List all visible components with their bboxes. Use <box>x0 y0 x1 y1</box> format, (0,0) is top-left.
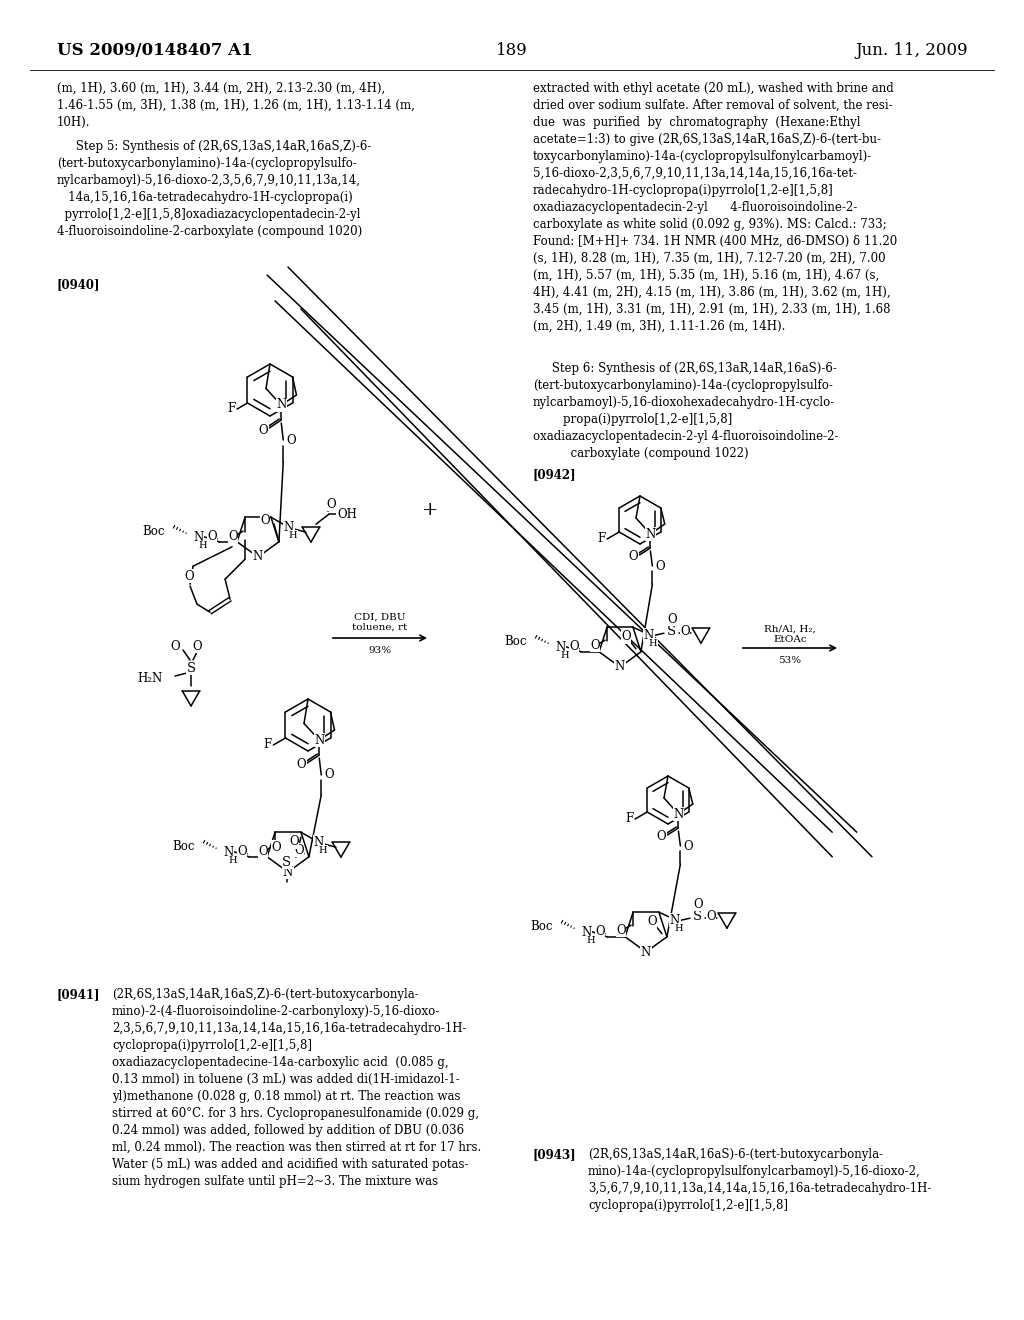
Text: F: F <box>625 813 633 825</box>
Text: N: N <box>673 808 683 821</box>
Text: Boc: Boc <box>173 841 196 853</box>
Text: O: O <box>238 845 247 858</box>
Text: O: O <box>569 640 579 653</box>
Text: O: O <box>629 550 638 564</box>
Text: O: O <box>289 836 299 849</box>
Text: F: F <box>227 403 236 416</box>
Text: CDI, DBU: CDI, DBU <box>354 612 406 622</box>
Text: Rh/Al, H₂,: Rh/Al, H₂, <box>764 624 816 634</box>
Text: N: N <box>581 927 591 940</box>
Text: EtOAc: EtOAc <box>773 635 807 644</box>
Text: O: O <box>655 560 666 573</box>
Text: H: H <box>561 651 569 660</box>
Text: S: S <box>668 624 677 638</box>
Text: N: N <box>223 846 233 859</box>
Text: O: O <box>271 841 281 854</box>
Text: +: + <box>422 502 438 519</box>
Text: O: O <box>258 424 268 437</box>
Text: Step 5: Synthesis of (2R,6S,13aS,14aR,16aS,Z)-6-
(tert-butoxycarbonylamino)-14a-: Step 5: Synthesis of (2R,6S,13aS,14aR,16… <box>57 140 372 238</box>
Text: H: H <box>675 924 683 933</box>
Text: Boc: Boc <box>505 635 527 648</box>
Text: H: H <box>228 857 238 866</box>
Text: (2R,6S,13aS,14aR,16aS,Z)-6-(tert-butoxycarbonyla-
mino)-2-(4-fluoroisoindoline-2: (2R,6S,13aS,14aR,16aS,Z)-6-(tert-butoxyc… <box>112 987 481 1188</box>
Text: [0942]: [0942] <box>534 469 577 480</box>
Text: H: H <box>289 531 297 540</box>
Text: O: O <box>184 570 194 582</box>
Text: H: H <box>199 541 208 550</box>
Text: O: O <box>622 630 631 643</box>
Text: N: N <box>614 660 625 673</box>
Text: O: O <box>707 909 716 923</box>
Text: O: O <box>296 759 306 771</box>
Text: O: O <box>647 915 656 928</box>
Text: O: O <box>595 925 605 939</box>
Text: Step 6: Synthesis of (2R,6S,13aR,14aR,16aS)-6-
(tert-butoxycarbonylamino)-14a-(c: Step 6: Synthesis of (2R,6S,13aR,14aR,16… <box>534 362 839 459</box>
Text: O: O <box>294 843 304 857</box>
Text: H: H <box>587 936 595 945</box>
Text: Jun. 11, 2009: Jun. 11, 2009 <box>855 42 968 59</box>
Text: O: O <box>667 612 677 626</box>
Text: Boc: Boc <box>142 525 165 539</box>
Text: N: N <box>555 642 565 655</box>
Text: N: N <box>670 913 680 927</box>
Text: [0941]: [0941] <box>57 987 100 1001</box>
Text: O: O <box>193 639 202 652</box>
Text: N: N <box>645 528 655 540</box>
Text: US 2009/0148407 A1: US 2009/0148407 A1 <box>57 42 253 59</box>
Text: O: O <box>693 898 702 911</box>
Text: O: O <box>207 531 217 544</box>
Text: O: O <box>287 433 296 446</box>
Text: Boc: Boc <box>530 920 553 933</box>
Text: O: O <box>680 624 690 638</box>
Text: toluene, rt: toluene, rt <box>352 623 408 632</box>
Text: O: O <box>228 529 238 543</box>
Text: (2R,6S,13aS,14aR,16aS)-6-(tert-butoxycarbonyla-
mino)-14a-(cyclopropylsulfonylca: (2R,6S,13aS,14aR,16aS)-6-(tert-butoxycar… <box>588 1148 932 1212</box>
Text: N: N <box>313 836 324 849</box>
Text: O: O <box>260 515 269 527</box>
Text: O: O <box>170 639 180 652</box>
Text: N: N <box>253 550 263 564</box>
Text: N: N <box>283 866 293 879</box>
Text: N: N <box>644 628 654 642</box>
Text: S: S <box>186 661 196 675</box>
Text: N: N <box>314 734 325 747</box>
Text: N: N <box>641 945 651 958</box>
Text: F: F <box>597 532 605 545</box>
Text: [0940]: [0940] <box>57 279 100 290</box>
Text: OH: OH <box>337 508 357 520</box>
Text: O: O <box>326 498 336 511</box>
Text: H₂N: H₂N <box>138 672 163 685</box>
Text: O: O <box>684 840 693 853</box>
Text: extracted with ethyl acetate (20 mL), washed with brine and
dried over sodium su: extracted with ethyl acetate (20 mL), wa… <box>534 82 897 333</box>
Text: (m, 1H), 3.60 (m, 1H), 3.44 (m, 2H), 2.13-2.30 (m, 4H),
1.46-1.55 (m, 3H), 1.38 : (m, 1H), 3.60 (m, 1H), 3.44 (m, 2H), 2.1… <box>57 82 415 129</box>
Text: O: O <box>590 639 600 652</box>
Text: N: N <box>193 531 203 544</box>
Text: 93%: 93% <box>369 645 391 655</box>
Text: 189: 189 <box>496 42 528 59</box>
Text: 53%: 53% <box>778 656 802 665</box>
Text: H: H <box>648 639 657 648</box>
Text: S: S <box>283 855 292 869</box>
Text: H: H <box>318 846 328 855</box>
Text: O: O <box>325 768 334 781</box>
Text: N: N <box>284 520 294 533</box>
Text: O: O <box>258 845 268 858</box>
Text: S: S <box>693 909 702 923</box>
Text: F: F <box>263 738 271 751</box>
Text: O: O <box>616 924 626 937</box>
Text: O: O <box>656 830 667 843</box>
Text: N: N <box>276 399 287 412</box>
Text: [0943]: [0943] <box>534 1148 577 1162</box>
